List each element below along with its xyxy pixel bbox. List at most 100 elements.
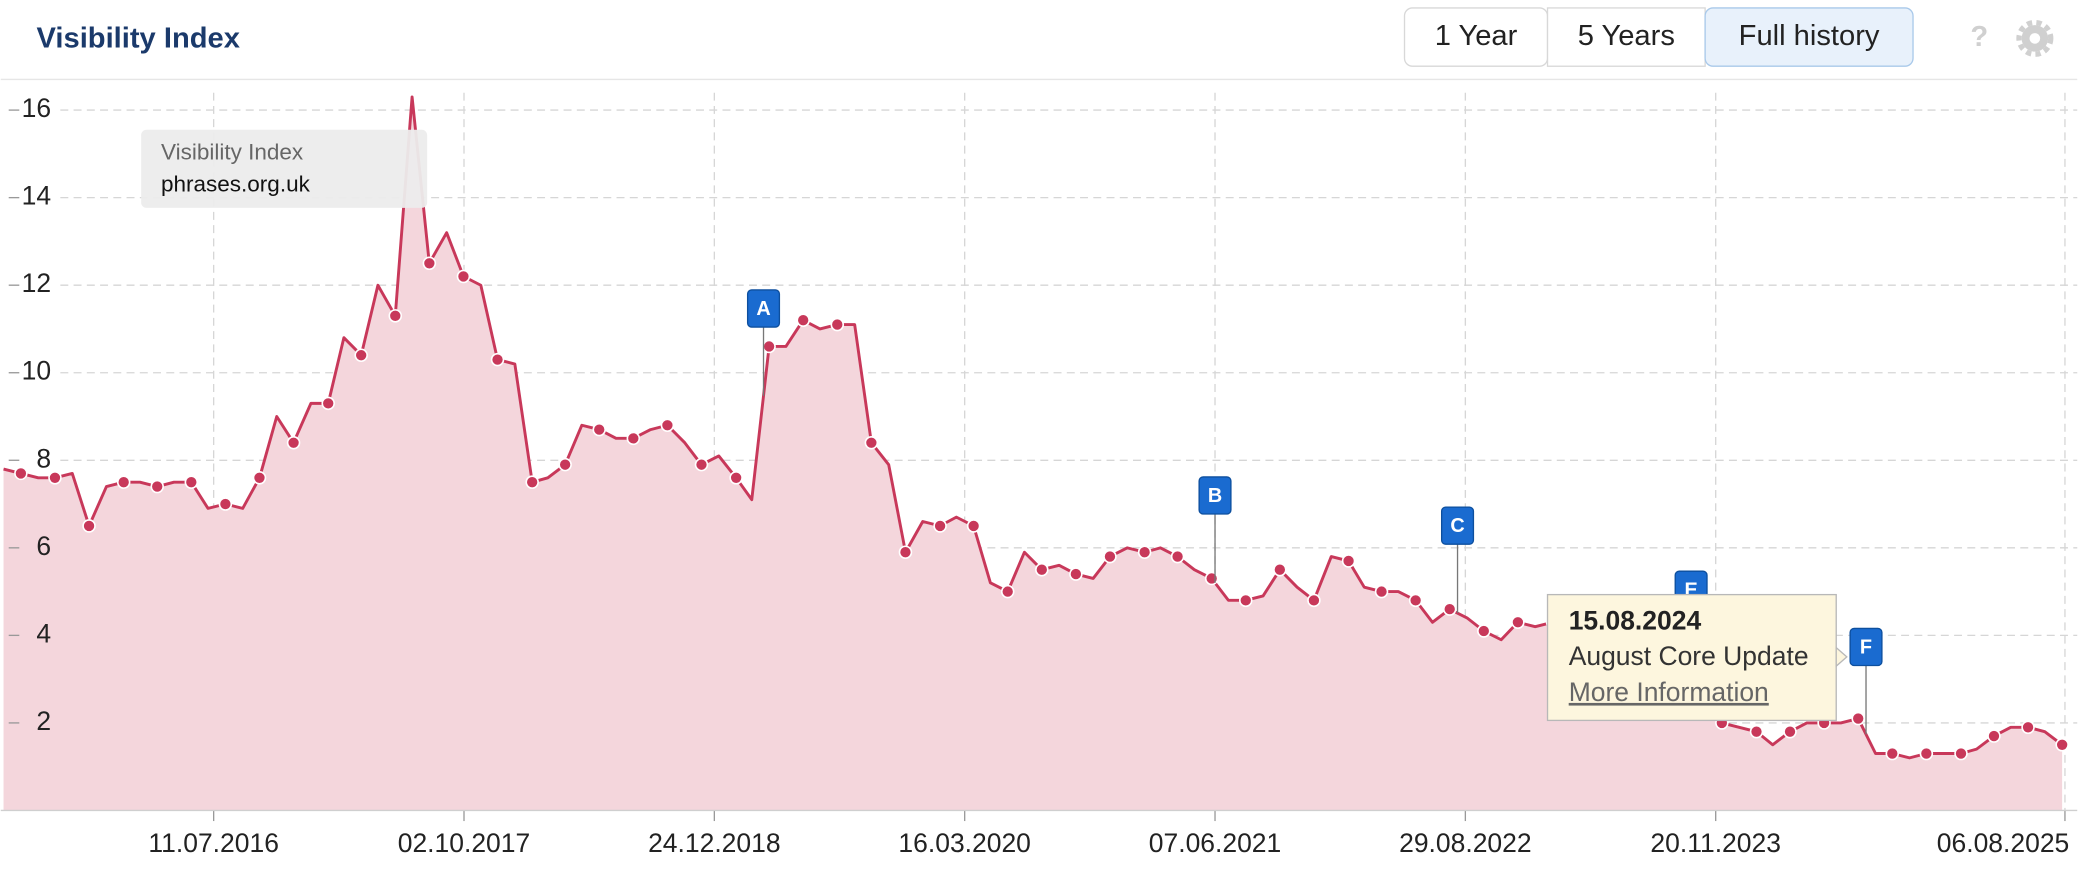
y-tick-label: 2 xyxy=(36,706,51,736)
y-tick-label: 12 xyxy=(22,268,51,298)
data-point xyxy=(660,418,675,433)
x-tick-label: 29.08.2022 xyxy=(1399,828,1531,858)
data-point xyxy=(354,348,368,362)
x-tick-label: 06.08.2025 xyxy=(1937,828,2069,858)
event-flag-label[interactable]: B xyxy=(1208,485,1222,507)
data-point xyxy=(729,471,743,485)
data-point xyxy=(933,519,947,533)
data-point xyxy=(1170,549,1185,564)
data-point xyxy=(1069,567,1083,581)
y-tick-label: 4 xyxy=(36,618,51,648)
data-point xyxy=(1103,549,1117,564)
event-flag-label[interactable]: F xyxy=(1860,637,1872,659)
gear-teeth xyxy=(2016,19,2054,57)
data-point xyxy=(1477,624,1491,638)
event-flag-label[interactable]: C xyxy=(1450,515,1464,537)
range-buttons: 1 Year 5 Years Full history xyxy=(1403,7,1914,67)
data-point xyxy=(321,396,335,411)
data-point xyxy=(2055,738,2069,752)
data-point xyxy=(1341,554,1356,568)
data-point xyxy=(864,436,879,450)
chart-title: Visibility Index xyxy=(37,22,240,54)
data-point xyxy=(830,317,845,332)
data-point xyxy=(1035,562,1049,577)
data-point xyxy=(592,422,606,437)
data-point xyxy=(2021,720,2035,735)
data-point xyxy=(1000,584,1015,599)
y-tick-label: 16 xyxy=(22,93,51,123)
data-point xyxy=(184,475,199,489)
data-point xyxy=(252,471,267,485)
data-point xyxy=(1511,615,1525,629)
settings-icon[interactable] xyxy=(2016,19,2054,57)
data-point xyxy=(1374,584,1389,599)
range-button[interactable] xyxy=(1704,7,1914,67)
data-point xyxy=(694,457,709,472)
data-point xyxy=(1851,711,1865,726)
event-flag[interactable] xyxy=(1198,476,1232,515)
legend-entry: phrases.org.uk xyxy=(161,171,311,196)
x-tick-label: 11.07.2016 xyxy=(148,828,279,858)
tooltip-title: August Core Update xyxy=(1569,641,1809,671)
event-flag[interactable] xyxy=(746,289,781,328)
gear-hole xyxy=(2029,33,2041,44)
data-point xyxy=(1885,746,1900,761)
axes: 2 4 6 8 10 12 14 16 11.07.2016 02.10.2017 24.12.20… xyxy=(0,93,2078,858)
tooltip-arrow xyxy=(1835,646,1848,668)
event-flag[interactable] xyxy=(1849,627,1883,667)
data-point xyxy=(218,497,233,511)
data-point xyxy=(762,339,776,354)
data-point xyxy=(796,313,810,327)
legend-title: Visibility Index xyxy=(161,140,304,165)
x-tick-label: 24.12.2018 xyxy=(648,828,780,858)
tooltip-box xyxy=(1546,593,1837,722)
data-point xyxy=(388,309,403,323)
data-point xyxy=(626,431,641,446)
data-point xyxy=(525,475,539,489)
legend: Visibility Index phrases.org.uk xyxy=(141,129,428,208)
help-icon[interactable]: ? xyxy=(1970,21,1988,53)
x-tick-label: 02.10.2017 xyxy=(398,828,530,858)
event-tooltip: 15.08.2024 August Core Update More Infor… xyxy=(1546,593,1848,722)
y-tick-label: 6 xyxy=(36,531,51,561)
data-point xyxy=(966,519,981,533)
data-point xyxy=(1238,593,1253,608)
data-point xyxy=(1204,571,1219,586)
data-point xyxy=(422,256,437,271)
x-tick-label: 07.06.2021 xyxy=(1149,828,1281,858)
data-point xyxy=(898,545,913,559)
data-point xyxy=(490,352,505,367)
legend-box xyxy=(141,129,428,208)
data-point xyxy=(1442,602,1457,616)
x-tick-label: 20.11.2023 xyxy=(1650,828,1781,858)
data-point xyxy=(1273,562,1287,577)
data-point xyxy=(1954,746,1968,761)
event-flag[interactable] xyxy=(1440,506,1475,545)
y-tick-label: 10 xyxy=(22,356,51,386)
data-point xyxy=(1408,593,1423,608)
data-point xyxy=(14,466,28,481)
y-tick-label: 8 xyxy=(36,443,51,473)
event-flag-label[interactable]: A xyxy=(756,298,770,320)
data-point xyxy=(150,479,164,494)
range-button-label[interactable]: 5 Years xyxy=(1578,20,1675,52)
data-point xyxy=(1307,593,1321,608)
data-point xyxy=(558,457,572,472)
x-tick-label: 16.03.2020 xyxy=(898,828,1030,858)
data-point xyxy=(1783,724,1797,739)
data-point xyxy=(116,475,131,489)
tooltip-date: 15.08.2024 xyxy=(1569,605,1702,635)
data-point xyxy=(1919,746,1934,761)
tooltip-link[interactable]: More Information xyxy=(1569,677,1769,707)
y-tick-label: 14 xyxy=(22,181,51,211)
data-point xyxy=(48,471,62,485)
data-point xyxy=(82,519,96,533)
range-button-label[interactable]: Full history xyxy=(1739,20,1880,52)
range-button[interactable] xyxy=(1546,7,1706,67)
data-point xyxy=(1137,545,1152,559)
data-point xyxy=(286,436,301,450)
data-point xyxy=(1987,729,2001,743)
range-button-label[interactable]: 1 Year xyxy=(1435,20,1518,52)
